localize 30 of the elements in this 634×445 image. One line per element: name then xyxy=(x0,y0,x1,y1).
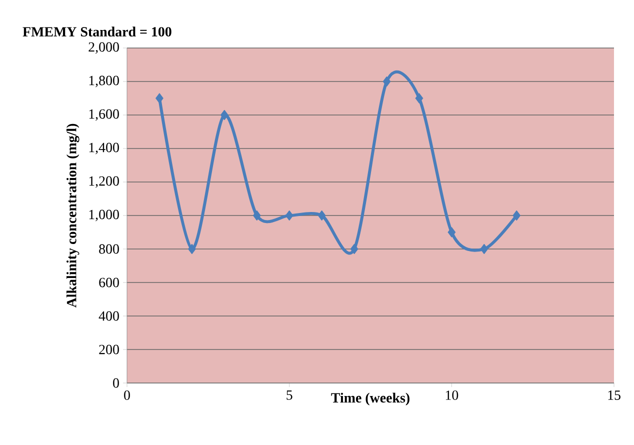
y-tick-label: 400 xyxy=(98,311,119,321)
point xyxy=(318,210,326,221)
y-tick-label: 1,600 xyxy=(89,109,119,121)
point xyxy=(285,210,294,221)
chart-title: FMEMY Standard = 100 xyxy=(22,26,172,37)
point xyxy=(512,210,521,221)
y-tick-label: 0 xyxy=(113,378,119,388)
y-tick-label: 1,200 xyxy=(89,176,119,188)
point xyxy=(350,244,358,254)
point xyxy=(448,227,456,238)
point xyxy=(188,244,196,254)
x-axis-title: Time (weeks) xyxy=(331,392,410,406)
y-tick-label: 800 xyxy=(99,244,119,254)
x-tick-label: 15 xyxy=(608,390,620,400)
point xyxy=(252,210,261,221)
x-tick-label: 10 xyxy=(446,390,458,400)
point xyxy=(415,93,424,104)
point xyxy=(220,110,228,120)
point xyxy=(382,76,391,87)
x-tick-label: 5 xyxy=(286,390,292,400)
y-tick-label: 600 xyxy=(99,278,119,288)
y-tick-label: 1,800 xyxy=(89,76,119,88)
x-tick-label: 0 xyxy=(124,390,130,400)
y-tick-label: 2,000 xyxy=(88,42,119,54)
y-tick-label: 1,000 xyxy=(89,210,119,222)
point xyxy=(155,93,164,104)
point xyxy=(480,244,488,254)
y-tick-label: 200 xyxy=(99,344,119,354)
y-tick-label: 1,400 xyxy=(89,142,119,154)
y-axis-title: Alkalinity concentration (mg/l) xyxy=(66,124,80,308)
